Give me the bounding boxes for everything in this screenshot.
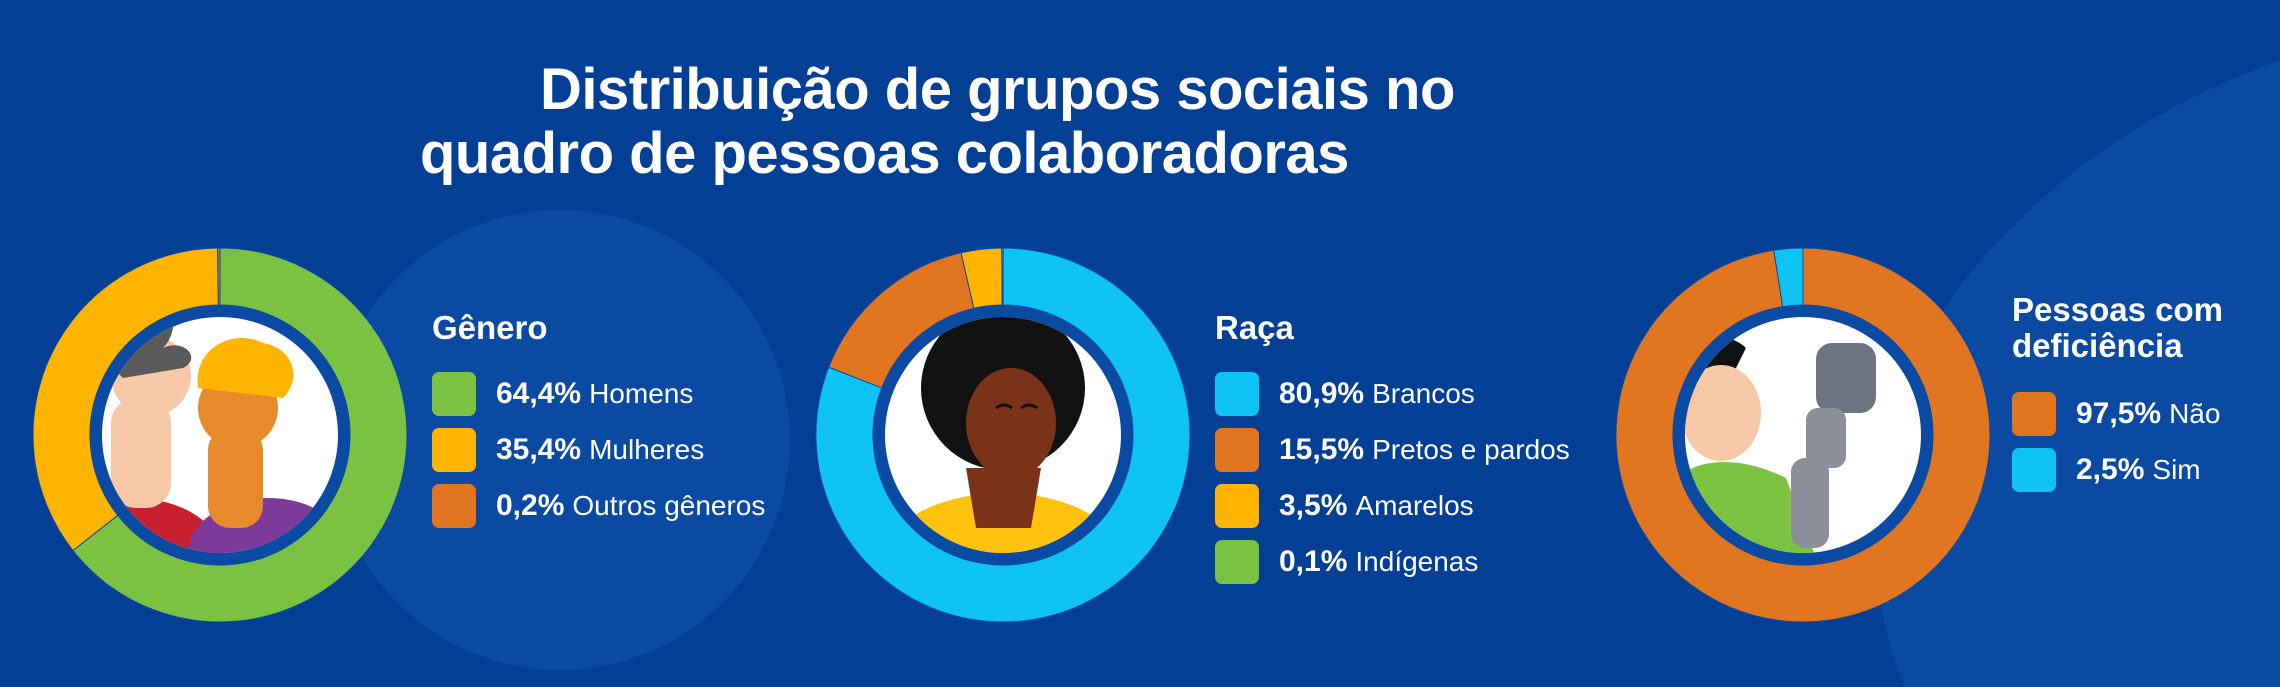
legend-swatch	[432, 372, 476, 416]
legend-value: 15,5%	[1279, 433, 1365, 466]
legend-label: Não	[2169, 398, 2221, 429]
legend-value: 97,5%	[2076, 397, 2162, 430]
raca-legend-title: Raça	[1215, 309, 1294, 346]
raca-donut-chart	[816, 248, 1190, 622]
donut-slice-indígenas	[1001, 248, 1004, 306]
raca-legend: Raça 80,9% Brancos 15,5% Pretos e pardos…	[1215, 310, 1570, 590]
genero-legend-title: Gênero	[432, 309, 548, 346]
legend-swatch	[1215, 540, 1259, 584]
legend-value: 0,1%	[1279, 545, 1348, 578]
person-curly-hair-illustration	[885, 317, 1121, 553]
legend-item-sim: 2,5% Sim	[2012, 442, 2223, 498]
legend-swatch	[1215, 428, 1259, 472]
deficiencia-legend-title-line-2: deficiência	[2012, 327, 2183, 364]
legend-label: Homens	[589, 378, 694, 409]
deficiencia-legend: Pessoas com deficiência 97,5% Não 2,5% S…	[2012, 292, 2223, 498]
legend-swatch	[2012, 448, 2056, 492]
deficiencia-legend-title-line-1: Pessoas com	[2012, 291, 2223, 328]
legend-label: Sim	[2152, 454, 2201, 485]
background-blob-left	[330, 210, 790, 670]
legend-swatch	[1215, 372, 1259, 416]
legend-value: 0,2%	[496, 489, 565, 522]
genero-donut-chart	[33, 248, 407, 622]
deficiencia-legend-title: Pessoas com deficiência	[2012, 292, 2223, 364]
legend-value: 64,4%	[496, 377, 582, 410]
legend-swatch	[2012, 392, 2056, 436]
donut-slice-outros-gêneros	[217, 248, 221, 306]
legend-item-nao: 97,5% Não	[2012, 386, 2223, 442]
legend-item-amarelos: 3,5% Amarelos	[1215, 478, 1570, 534]
legend-item-indigenas: 0,1% Indígenas	[1215, 534, 1570, 590]
legend-label: Indígenas	[1355, 546, 1479, 577]
legend-item-pretos-e-pardos: 15,5% Pretos e pardos	[1215, 422, 1570, 478]
legend-label: Pretos e pardos	[1372, 434, 1570, 465]
legend-item-outros-generos: 0,2% Outros gêneros	[432, 478, 765, 534]
deficiencia-donut-chart	[1616, 248, 1990, 622]
legend-item-homens: 64,4% Homens	[432, 366, 765, 422]
legend-item-brancos: 80,9% Brancos	[1215, 366, 1570, 422]
legend-swatch	[432, 484, 476, 528]
legend-value: 35,4%	[496, 433, 582, 466]
legend-label: Amarelos	[1355, 490, 1474, 521]
legend-value: 80,9%	[1279, 377, 1365, 410]
genero-legend: Gênero 64,4% Homens 35,4% Mulheres 0,2% …	[432, 310, 765, 534]
legend-value: 3,5%	[1279, 489, 1348, 522]
background-blob-right	[1875, 60, 2280, 687]
page-title-line-1: Distribuição de grupos sociais no	[540, 57, 1455, 122]
legend-item-mulheres: 35,4% Mulheres	[432, 422, 765, 478]
legend-label: Mulheres	[589, 434, 705, 465]
page-title-line-2: quadro de pessoas colaboradoras	[420, 121, 1349, 186]
legend-value: 2,5%	[2076, 453, 2145, 486]
legend-swatch	[1215, 484, 1259, 528]
page-title: Distribuição de grupos sociais no quadro…	[420, 57, 1455, 186]
legend-swatch	[432, 428, 476, 472]
legend-label: Brancos	[1372, 378, 1475, 409]
legend-label: Outros gêneros	[572, 490, 766, 521]
